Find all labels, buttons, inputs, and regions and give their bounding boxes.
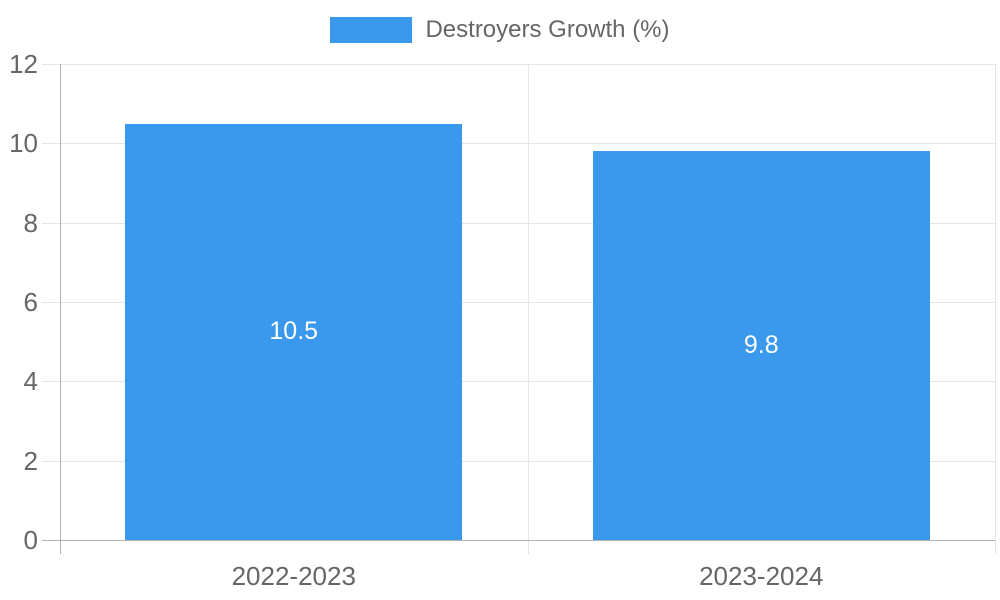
plot-area: 0 2 4 6 8 10 12 10.5 2022-2023 9.8 2023-2024 <box>9 51 996 590</box>
x-axis-tick-label: 2022-2023 <box>231 561 356 591</box>
y-axis-tick <box>42 143 60 145</box>
y-axis-tick <box>42 302 60 303</box>
x-gridline <box>995 64 996 554</box>
legend-swatch <box>330 17 413 43</box>
bar-value-label: 10.5 <box>269 317 319 346</box>
y-axis-tick-label: 6 <box>23 287 38 317</box>
bar-2023-2024[interactable]: 9.8 <box>592 151 930 540</box>
legend-label: Destroyers Growth (%) <box>425 16 670 43</box>
y-axis-tick <box>42 381 60 383</box>
y-axis-tick-label: 0 <box>23 525 38 555</box>
y-axis-tick <box>42 222 60 224</box>
bar-value-label: 9.8 <box>743 331 779 360</box>
bar-2022-2023[interactable]: 10.5 <box>125 123 463 540</box>
y-axis-tick <box>42 540 60 541</box>
y-axis-tick-label: 8 <box>23 207 38 238</box>
y-axis-line <box>60 64 61 554</box>
y-axis-tick <box>42 64 60 65</box>
y-axis-tick-label: 4 <box>23 366 38 397</box>
x-axis-baseline <box>60 540 995 541</box>
x-gridline <box>527 64 529 554</box>
y-axis-tick-label: 12 <box>9 49 38 79</box>
legend[interactable]: Destroyers Growth (%) <box>0 17 1000 43</box>
y-axis-tick-label: 2 <box>23 445 38 476</box>
y-axis-tick-label: 10 <box>9 128 38 159</box>
x-axis-tick-label: 2023-2024 <box>699 561 824 591</box>
y-axis-tick <box>42 460 60 462</box>
